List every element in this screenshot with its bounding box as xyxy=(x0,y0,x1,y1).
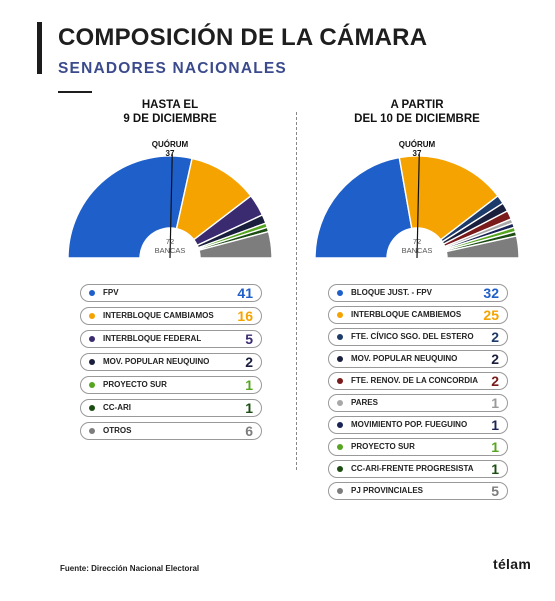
quorum-line xyxy=(169,154,173,259)
legend-label: FTE. CÍVICO SGO. DEL ESTERO xyxy=(351,332,474,341)
legend-label: INTERBLOQUE CAMBIEMOS xyxy=(351,310,462,319)
legend-value: 41 xyxy=(237,285,253,301)
legend-value: 2 xyxy=(491,351,499,367)
legend-value: 2 xyxy=(491,329,499,345)
page-title: COMPOSICIÓN DE LA CÁMARA xyxy=(58,24,428,51)
left-heading-line-2: 9 DE DICIEMBRE xyxy=(123,113,217,125)
legend-label: FTE. RENOV. DE LA CONCORDIA xyxy=(351,376,478,385)
legend-value: 1 xyxy=(245,400,253,416)
legend-dot xyxy=(337,400,343,406)
quorum-value: 37 xyxy=(166,149,175,158)
quorum-value: 37 xyxy=(413,149,422,158)
legend-label: PARES xyxy=(351,398,378,407)
legend-row-fte-renov-de-la-concordia: FTE. RENOV. DE LA CONCORDIA 2 xyxy=(328,372,508,390)
legend-value: 32 xyxy=(483,285,499,301)
legend-label: CC-ARI-FRENTE PROGRESISTA xyxy=(351,464,474,473)
legend-label: INTERBLOQUE FEDERAL xyxy=(103,334,202,343)
legend-dot xyxy=(89,290,95,296)
legend-value: 2 xyxy=(245,354,253,370)
legend-dot xyxy=(89,428,95,434)
legend-row-cc-ari-frente-progresista: CC-ARI-FRENTE PROGRESISTA 1 xyxy=(328,460,508,478)
right-heading-line-1: A PARTIR xyxy=(390,99,444,111)
legend-dot xyxy=(337,312,343,318)
legend-dot xyxy=(337,356,343,362)
legend-label: MOV. POPULAR NEUQUINO xyxy=(103,357,210,366)
right-heading-line-2: DEL 10 DE DICIEMBRE xyxy=(354,113,480,125)
seat-slice-pj-provinciales xyxy=(445,235,520,259)
legend-label: OTROS xyxy=(103,426,132,435)
legend-value: 1 xyxy=(491,395,499,411)
legend-value: 1 xyxy=(245,377,253,393)
legend-row-proyecto-sur: PROYECTO SUR 1 xyxy=(80,376,262,394)
legend-dot xyxy=(89,313,95,319)
legend-row-interbloque-cambiamos: INTERBLOQUE CAMBIAMOS 16 xyxy=(80,307,262,325)
seat-slice-interbloque-cambiemos xyxy=(398,155,499,241)
legend-value: 1 xyxy=(491,461,499,477)
legend-dot xyxy=(337,422,343,428)
legend-row-interbloque-cambiemos: INTERBLOQUE CAMBIEMOS 25 xyxy=(328,306,508,324)
legend-value: 5 xyxy=(245,331,253,347)
left-heading-line-1: HASTA EL xyxy=(141,99,199,111)
center-seat-label: BANCAS xyxy=(402,246,433,255)
legend-row-mov-popular-neuquino: MOV. POPULAR NEUQUINO 2 xyxy=(80,353,262,371)
legend-row-mov-popular-neuquino: MOV. POPULAR NEUQUINO 2 xyxy=(328,350,508,368)
legend-value: 2 xyxy=(491,373,499,389)
legend-value: 25 xyxy=(483,307,499,323)
seat-slice-fpv xyxy=(67,155,193,259)
legend-row-cc-ari: CC-ARI 1 xyxy=(80,399,262,417)
legend-label: CC-ARI xyxy=(103,403,131,412)
legend-row-proyecto-sur: PROYECTO SUR 1 xyxy=(328,438,508,456)
legend-dot xyxy=(89,405,95,411)
legend-label: BLOQUE JUST. - FPV xyxy=(351,288,432,297)
legend-label: INTERBLOQUE CAMBIAMOS xyxy=(103,311,214,320)
legend-dot xyxy=(337,378,343,384)
center-seat-count: 72 xyxy=(413,237,421,246)
legend-row-fpv: FPV 41 xyxy=(80,284,262,302)
legend-row-pares: PARES 1 xyxy=(328,394,508,412)
seat-slice-otros xyxy=(198,230,273,259)
right-chart-heading: A PARTIR DEL 10 DE DICIEMBRE xyxy=(317,98,517,126)
legend-value: 6 xyxy=(245,423,253,439)
legend-value: 1 xyxy=(491,417,499,433)
legend-row-interbloque-federal: INTERBLOQUE FEDERAL 5 xyxy=(80,330,262,348)
legend-dot xyxy=(89,359,95,365)
title-underline xyxy=(58,91,92,93)
center-seat-label: BANCAS xyxy=(155,246,186,255)
legend-row-bloque-just-fpv: BLOQUE JUST. - FPV 32 xyxy=(328,284,508,302)
legend-dot xyxy=(337,444,343,450)
legend-dot xyxy=(337,334,343,340)
legend-row-pj-provinciales: PJ PROVINCIALES 5 xyxy=(328,482,508,500)
source-note: Fuente: Dirección Nacional Electoral xyxy=(60,564,200,573)
legend-value: 16 xyxy=(237,308,253,324)
quorum-line xyxy=(416,154,420,259)
legend-dot xyxy=(89,336,95,342)
telam-logo: télam xyxy=(493,556,532,572)
legend-label: PROYECTO SUR xyxy=(351,442,415,451)
quorum-label: QUÓRUM xyxy=(152,140,189,149)
column-divider xyxy=(296,112,297,470)
center-seat-count: 72 xyxy=(166,237,174,246)
legend-label: FPV xyxy=(103,288,119,297)
legend-label: MOV. POPULAR NEUQUINO xyxy=(351,354,458,363)
legend-dot xyxy=(337,290,343,296)
legend-label: PJ PROVINCIALES xyxy=(351,486,424,495)
legend-label: MOVIMIENTO POP. FUEGUINO xyxy=(351,420,468,429)
legend-row-fte-civico-sgo-del-estero: FTE. CÍVICO SGO. DEL ESTERO 2 xyxy=(328,328,508,346)
quorum-label: QUÓRUM xyxy=(399,140,436,149)
legend-dot xyxy=(337,466,343,472)
legend-value: 5 xyxy=(491,483,499,499)
legend-label: PROYECTO SUR xyxy=(103,380,167,389)
title-accent-bar xyxy=(37,22,42,74)
legend-row-movimiento-pop-fueguino: MOVIMIENTO POP. FUEGUINO 1 xyxy=(328,416,508,434)
legend-dot xyxy=(89,382,95,388)
legend-value: 1 xyxy=(491,439,499,455)
legend-row-otros: OTROS 6 xyxy=(80,422,262,440)
seat-slice-bloque-just-fpv xyxy=(314,156,413,259)
left-chart-heading: HASTA EL 9 DE DICIEMBRE xyxy=(70,98,270,126)
page-subtitle: SENADORES NACIONALES xyxy=(58,60,287,77)
legend-dot xyxy=(337,488,343,494)
